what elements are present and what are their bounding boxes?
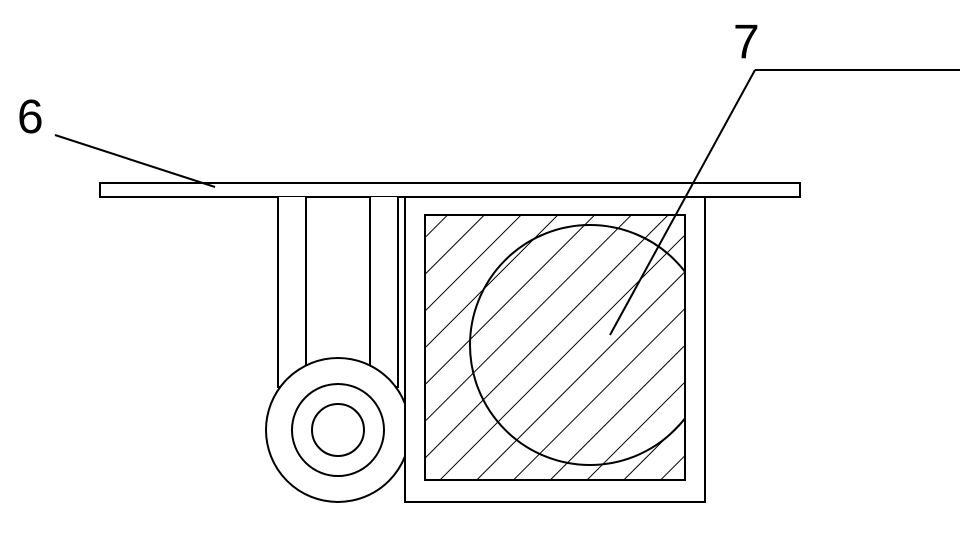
leader-line-6 xyxy=(55,135,215,187)
top-plate xyxy=(100,183,800,197)
wheel xyxy=(266,358,410,502)
hatched-box xyxy=(405,197,710,502)
callout-label-6: 6 xyxy=(17,90,44,145)
callout-label-7: 7 xyxy=(733,15,760,70)
diagram-canvas xyxy=(0,0,967,550)
